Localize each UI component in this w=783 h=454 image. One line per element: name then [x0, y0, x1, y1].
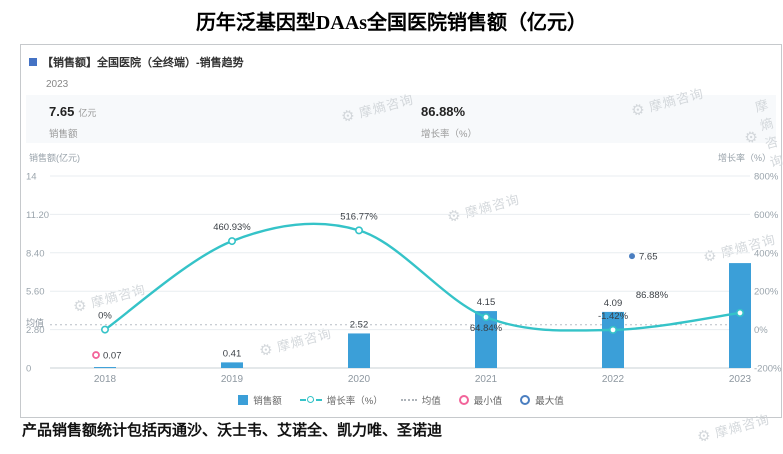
- series-marker-icon: [29, 58, 37, 66]
- footnote: 产品销售额统计包括丙通沙、沃士韦、艾诺全、凯力唯、圣诺迪: [22, 423, 443, 439]
- stat-sales-value: 7.65: [49, 104, 75, 119]
- panel-header: 【销售额】全国医院（全终端）-销售趋势: [29, 54, 244, 70]
- stat-growth-label: 增长率（%）: [421, 129, 477, 140]
- legend-label: 增长率（%）: [326, 396, 383, 407]
- legend-item-mean[interactable]: 均值: [400, 393, 441, 407]
- legend-item-growth[interactable]: 增长率（%）: [299, 393, 383, 407]
- right-axis-title: 增长率（%）: [717, 153, 771, 163]
- chart-panel: 【销售额】全国医院（全终端）-销售趋势 2023 7.65 亿元 销售额 86.8…: [20, 44, 782, 418]
- stat-sales-label: 销售额: [49, 129, 78, 140]
- chart-legend: 销售额 增长率（%） 均值 最小值 最大值: [21, 393, 781, 407]
- stats-band: [26, 95, 776, 143]
- legend-label: 最大值: [535, 396, 564, 407]
- page-title: 历年泛基因型DAAs全国医院销售额（亿元）: [195, 12, 588, 34]
- stat-growth: 86.88% 增长率（%）: [421, 103, 477, 140]
- min-point-icon: [458, 395, 469, 405]
- stat-growth-line: 86.88%: [421, 103, 477, 121]
- legend-item-sales[interactable]: 销售额: [238, 393, 282, 407]
- line-series-icon: [299, 395, 322, 405]
- stat-sales-line: 7.65 亿元: [49, 103, 96, 121]
- legend-label: 最小值: [473, 396, 503, 407]
- period-label: 2023: [46, 79, 69, 90]
- panel-title: 【销售额】全国医院（全终端）-销售趋势: [42, 57, 244, 69]
- stat-growth-value: 86.88%: [421, 104, 466, 119]
- max-point-icon: [520, 395, 531, 405]
- mean-line-icon: [400, 399, 417, 401]
- legend-item-min[interactable]: 最小值: [458, 393, 503, 407]
- legend-label: 销售额: [253, 396, 282, 407]
- stat-sales-unit: 亿元: [78, 108, 97, 118]
- gear-icon: ⚙: [695, 425, 714, 446]
- stat-sales: 7.65 亿元 销售额: [49, 103, 96, 140]
- legend-item-max[interactable]: 最大值: [520, 393, 564, 407]
- left-axis-title: 销售额(亿元): [29, 153, 80, 163]
- legend-label: 均值: [421, 396, 441, 407]
- bar-series-icon: [238, 395, 249, 405]
